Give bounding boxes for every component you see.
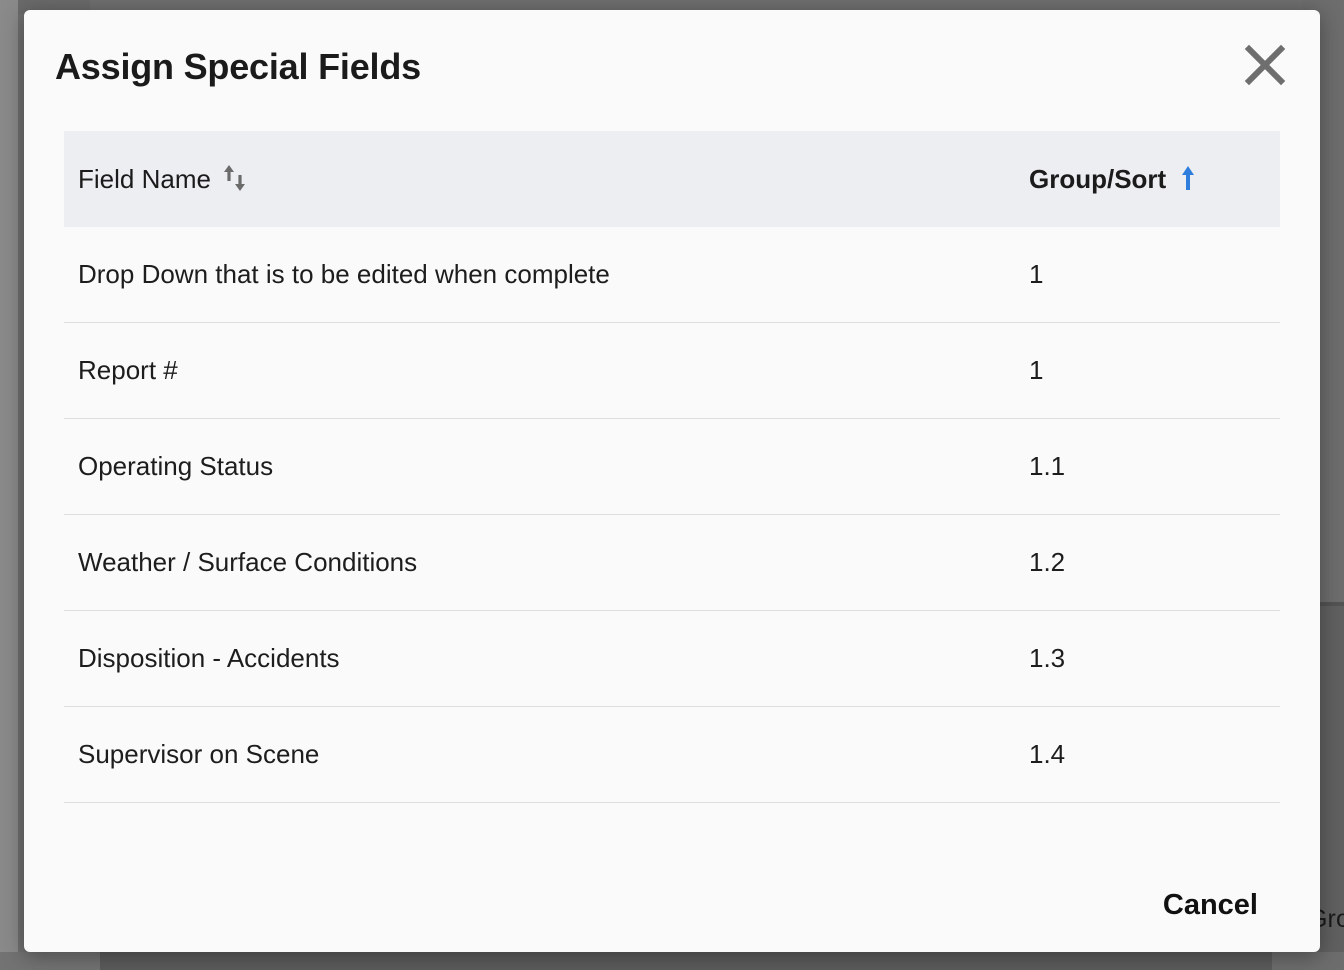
column-header-group-sort-label: Group/Sort	[1029, 163, 1167, 194]
dialog-title: Assign Special Fields	[55, 46, 421, 87]
cell-group-sort: 1.4	[1029, 739, 1066, 769]
close-dialog-button[interactable]	[1238, 38, 1292, 92]
background-bottom-band-left	[0, 952, 100, 970]
cell-field-name: Supervisor on Scene	[78, 739, 320, 769]
special-fields-table: Field Name Group/Sort Drop Down that is …	[64, 131, 1280, 803]
cell-field-name: Report #	[78, 355, 178, 385]
table-row[interactable]: Operating Status 1.1	[64, 419, 1280, 515]
background-bottom-band-right	[1272, 952, 1344, 970]
background-bottom-band	[0, 952, 1344, 970]
table-row[interactable]: Report # 1	[64, 323, 1280, 419]
cell-group-sort: 1	[1029, 355, 1044, 385]
cell-group-sort: 1.1	[1029, 451, 1066, 481]
cell-field-name: Operating Status	[78, 451, 274, 481]
cell-field-name: Weather / Surface Conditions	[78, 547, 418, 577]
table-row[interactable]: Drop Down that is to be edited when comp…	[64, 227, 1280, 323]
dialog-footer: Cancel	[24, 865, 1320, 945]
assign-special-fields-dialog: Assign Special Fields Field Name Group/S…	[24, 10, 1320, 952]
background-panel-divider	[1302, 602, 1344, 606]
table-row[interactable]: Weather / Surface Conditions 1.2	[64, 515, 1280, 611]
cell-group-sort: 1.2	[1029, 547, 1066, 577]
sort-ascending-arrow-icon	[1182, 165, 1195, 190]
cell-field-name: Disposition - Accidents	[78, 643, 340, 673]
column-header-field-name-label: Field Name	[78, 163, 211, 194]
table-header-row: Field Name Group/Sort	[64, 131, 1280, 227]
table-row[interactable]: Supervisor on Scene 1.4	[64, 707, 1280, 803]
cell-field-name: Drop Down that is to be edited when comp…	[78, 259, 610, 289]
close-icon	[1244, 44, 1286, 86]
cancel-button[interactable]: Cancel	[1159, 883, 1262, 928]
column-header-field-name[interactable]: Field Name	[64, 163, 1029, 195]
sort-both-arrows-icon	[223, 165, 245, 191]
cell-group-sort: 1	[1029, 259, 1044, 289]
table-row[interactable]: Disposition - Accidents 1.3	[64, 611, 1280, 707]
background-left-strip	[0, 0, 18, 970]
cell-group-sort: 1.3	[1029, 643, 1066, 673]
column-header-group-sort[interactable]: Group/Sort	[1029, 163, 1199, 196]
